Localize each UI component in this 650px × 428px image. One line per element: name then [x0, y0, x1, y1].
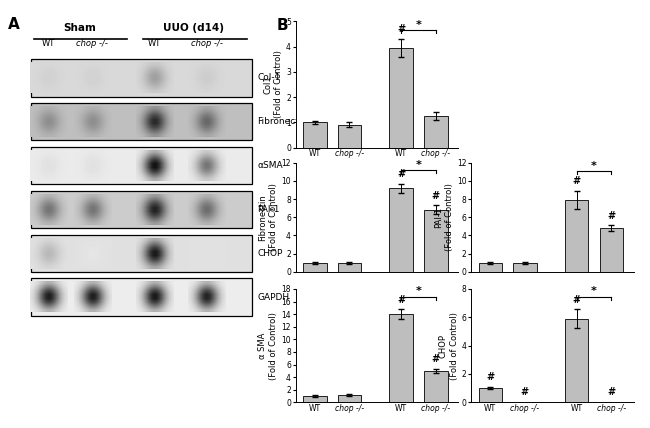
Text: B: B: [276, 18, 288, 33]
Text: CHOP: CHOP: [257, 249, 283, 258]
Bar: [303, 396, 326, 402]
Text: Fibronectin: Fibronectin: [257, 117, 307, 126]
Text: chop -/-: chop -/-: [76, 39, 109, 48]
Text: *: *: [591, 286, 597, 296]
Text: #: #: [521, 387, 529, 397]
Bar: [389, 314, 413, 402]
Text: *: *: [415, 286, 421, 296]
Text: WT: WT: [148, 39, 161, 48]
Y-axis label: PAI-1
(Fold of Control): PAI-1 (Fold of Control): [434, 183, 454, 251]
Text: #: #: [607, 387, 616, 397]
Bar: [424, 210, 448, 272]
Text: Col-1: Col-1: [257, 73, 281, 82]
Bar: [303, 122, 326, 148]
Bar: [389, 48, 413, 148]
Y-axis label: Col1
(Fold of Control): Col1 (Fold of Control): [263, 51, 283, 119]
Text: #: #: [607, 211, 616, 220]
Bar: [599, 228, 623, 272]
Text: Sham: Sham: [63, 23, 96, 33]
Y-axis label: Fibronectin
(Fold of Control): Fibronectin (Fold of Control): [259, 183, 278, 251]
Bar: [424, 116, 448, 148]
Bar: [513, 401, 537, 402]
Text: *: *: [591, 160, 597, 171]
Y-axis label: α SMA
(Fold of Control): α SMA (Fold of Control): [259, 312, 278, 380]
Bar: [31, 278, 252, 316]
Bar: [31, 147, 252, 184]
Bar: [478, 388, 502, 402]
Text: GAPDH: GAPDH: [257, 293, 289, 302]
Bar: [565, 200, 588, 272]
Bar: [337, 395, 361, 402]
Bar: [599, 401, 623, 402]
Text: A: A: [8, 17, 20, 32]
Text: #: #: [397, 294, 405, 305]
Text: #: #: [486, 372, 495, 383]
Text: UUO (d14): UUO (d14): [396, 187, 445, 196]
Text: #: #: [432, 354, 440, 364]
Bar: [31, 235, 252, 272]
Bar: [478, 263, 502, 272]
Text: WT: WT: [42, 39, 55, 48]
Text: αSMA: αSMA: [257, 161, 283, 170]
Text: Sham: Sham: [321, 187, 348, 196]
Bar: [337, 125, 361, 148]
Text: *: *: [415, 160, 421, 170]
Bar: [389, 188, 413, 272]
Bar: [337, 263, 361, 272]
Text: UUO (d14): UUO (d14): [163, 23, 224, 33]
Text: #: #: [397, 169, 405, 179]
Bar: [424, 371, 448, 402]
Bar: [31, 190, 252, 228]
Bar: [303, 263, 326, 272]
Text: PAI-1: PAI-1: [257, 205, 280, 214]
Text: chop -/-: chop -/-: [190, 39, 223, 48]
Bar: [31, 103, 252, 140]
Text: #: #: [573, 176, 580, 187]
Text: *: *: [415, 20, 421, 30]
Bar: [565, 319, 588, 402]
Bar: [513, 263, 537, 272]
Text: #: #: [432, 191, 440, 201]
Y-axis label: CHOP
(Fold of Control): CHOP (Fold of Control): [439, 312, 459, 380]
Text: #: #: [397, 24, 405, 34]
Bar: [31, 59, 252, 97]
Text: #: #: [573, 295, 580, 305]
